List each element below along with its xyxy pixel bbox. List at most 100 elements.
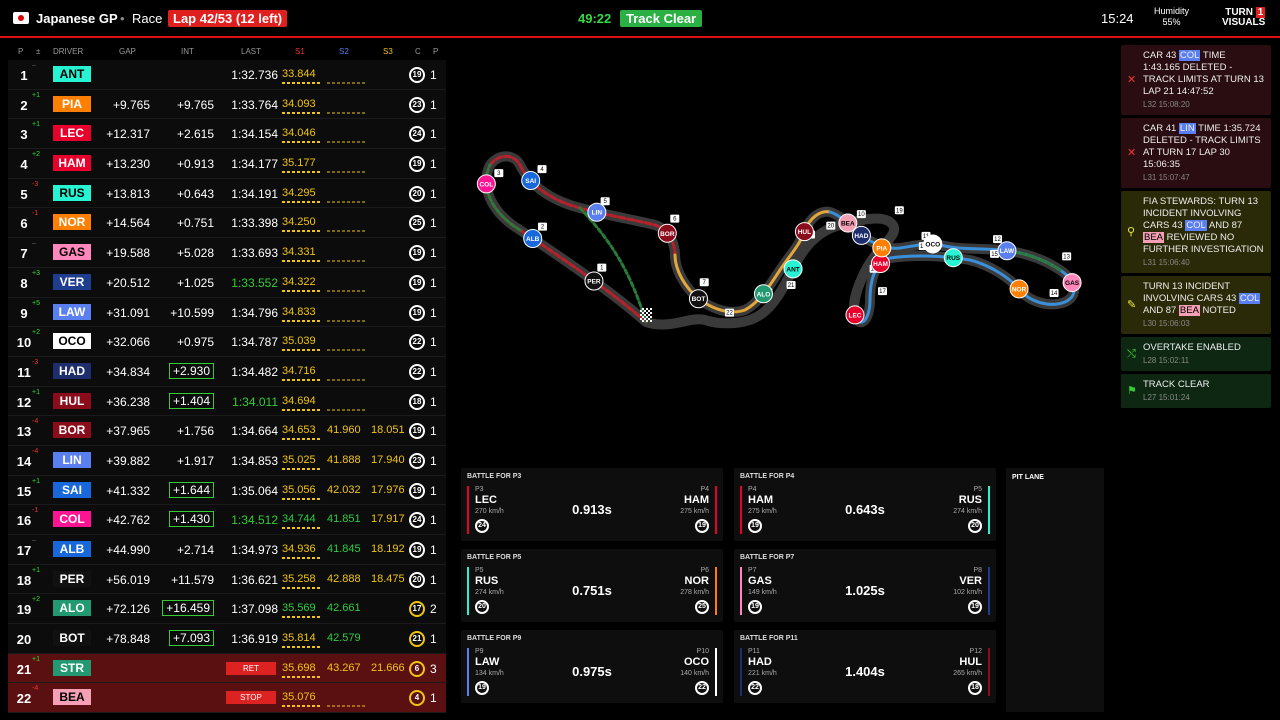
message-timestamp: L32 15:08:20 — [1143, 100, 1190, 109]
battle-gap: 0.975s — [572, 664, 612, 679]
tyre-compound-icon: 19 — [409, 274, 425, 291]
table-row[interactable]: 22 -4 BEA STOP 35.076 4 1 — [8, 683, 446, 714]
race-control-message: ⚲ FIA STEWARDS: TURN 13 INCIDENT INVOLVIN… — [1121, 191, 1271, 273]
turn-marker: 1 — [597, 263, 607, 272]
turn-number: 5 — [603, 199, 607, 205]
car-marker[interactable]: COL — [476, 174, 496, 194]
car-code: NOR — [1012, 286, 1027, 293]
position: 10 — [16, 335, 32, 351]
sector-1: 35.814 — [282, 632, 316, 645]
last-lap: 1:34.796 — [231, 305, 278, 320]
sector-2-minisectors — [327, 230, 365, 233]
interval: +1.430 — [168, 511, 214, 528]
table-row[interactable]: 11 -3 HAD +34.834 +2.930 1:34.482 34.716 22 1 — [8, 356, 446, 387]
table-row[interactable]: 16 -1 COL +42.762 +1.430 1:34.512 34.744 41.851… — [8, 505, 446, 535]
turn-marker: 13 — [1062, 252, 1072, 261]
chaser-speed: 278 km/h — [680, 589, 709, 596]
sector-1: 34.936 — [282, 543, 316, 555]
car-marker[interactable]: GAS — [1062, 273, 1082, 293]
driver-rows: 1– ANT 1:32.736 33.844 19 1 2 +1 PIA +9.765 +9.765… — [8, 60, 446, 714]
table-row[interactable]: 10 +2 OCO +32.066 +0.975 1:34.787 35.039 22 1 — [8, 327, 446, 357]
chaser-driver: RUS — [958, 494, 982, 506]
table-row[interactable]: 5 -3 RUS +13.813 +0.643 1:34.191 34.295 20 1 — [8, 178, 446, 209]
leader-driver: LAW — [475, 656, 500, 668]
pit-stops: 1 — [430, 275, 437, 290]
battle-gap: 1.025s — [845, 583, 885, 598]
turn-number: 4 — [540, 167, 544, 173]
table-row[interactable]: 6 -1 NOR +14.564 +0.751 1:33.398 34.250 25 1 — [8, 208, 446, 239]
logo-number: 1 — [1255, 7, 1266, 18]
position-change: +5 — [32, 299, 40, 307]
car-marker[interactable]: SAI — [521, 171, 541, 191]
chaser-tyre-icon: 19 — [968, 600, 982, 614]
car-marker[interactable]: BEA — [838, 213, 858, 233]
position: 2 — [20, 97, 28, 113]
car-marker[interactable]: LAW — [997, 241, 1017, 261]
interval: +5.028 — [176, 246, 214, 261]
car-marker[interactable]: ANT — [783, 259, 803, 279]
table-row[interactable]: 9 +5 LAW +31.091 +10.599 1:34.796 34.833 19 1 — [8, 297, 446, 328]
battle-gap: 0.643s — [845, 502, 885, 517]
table-row[interactable]: 20 BOT +78.848 +7.093 1:36.919 35.814 42.579 21… — [8, 624, 446, 654]
car-marker[interactable]: LIN — [587, 202, 607, 222]
status-badge: STOP — [226, 691, 276, 705]
car-marker[interactable]: NOR — [1009, 279, 1029, 299]
turn-marker: 14 — [1049, 288, 1059, 297]
table-row[interactable]: 13 -4 BOR +37.965 +1.756 1:34.664 34.653 41.960… — [8, 416, 446, 446]
table-row[interactable]: 21 +1 STR RET 35.698 43.267 21.666 6 3 — [8, 653, 446, 684]
sector-2-minisectors — [327, 408, 365, 411]
car-code: GAS — [1065, 280, 1080, 287]
car-marker[interactable]: LEC — [845, 305, 865, 325]
car-code: LIN — [592, 210, 603, 217]
table-row[interactable]: 4 +2 HAM +13.230 +0.913 1:34.177 35.177 19 1 — [8, 149, 446, 179]
table-row[interactable]: 3 +1 LEC +12.317 +2.615 1:34.154 34.046 24 1 — [8, 119, 446, 150]
car-marker[interactable]: PER — [584, 271, 604, 291]
position-change: -4 — [32, 447, 39, 455]
table-row[interactable]: 2 +1 PIA +9.765 +9.765 1:33.764 34.093 23 1 — [8, 89, 446, 120]
table-row[interactable]: 7– GAS +19.588 +5.028 1:33.693 34.331 19 1 — [8, 238, 446, 268]
highlighted-driver: BEA — [1143, 232, 1165, 243]
car-marker[interactable]: OCO — [923, 234, 943, 254]
table-row[interactable]: 14 -4 LIN +39.882 +1.917 1:34.853 35.025 41.888… — [8, 445, 446, 476]
car-marker[interactable]: BOR — [657, 223, 677, 243]
table-row[interactable]: 19 +2 ALO +72.126 +16.459 1:37.098 35.569 42.66… — [8, 594, 446, 625]
chaser-tyre-icon: 18 — [968, 681, 982, 695]
status-badge: RET — [226, 661, 276, 675]
table-row[interactable]: 8 +3 VER +20.512 +1.025 1:33.552 34.322 19 1 — [8, 267, 446, 298]
car-marker[interactable]: HUL — [794, 222, 814, 242]
car-marker[interactable]: RUS — [943, 248, 963, 268]
table-row[interactable]: 12 +1 HUL +36.238 +1.404 1:34.011 34.694 18 1 — [8, 386, 446, 417]
sector-1: 34.653 — [282, 424, 316, 437]
interval: +11.579 — [171, 572, 214, 587]
sector-1-minisectors — [282, 349, 322, 352]
tyre-compound-icon: 6 — [409, 660, 425, 677]
chaser-speed: 265 km/h — [953, 670, 982, 677]
table-row[interactable]: 15 +1 SAI +41.332 +1.644 1:35.064 35.056 42.032… — [8, 475, 446, 506]
last-lap: 1:34.853 — [231, 453, 278, 468]
sector-1: 34.295 — [282, 186, 316, 199]
car-marker[interactable]: HAD — [851, 225, 871, 245]
driver-code: OCO — [53, 333, 91, 350]
sector-1-minisectors — [282, 111, 322, 114]
position: 12 — [16, 394, 32, 410]
car-marker[interactable]: PIA — [872, 238, 892, 258]
gap-to-leader: +72.126 — [106, 602, 150, 617]
table-row[interactable]: 1– ANT 1:32.736 33.844 19 1 — [8, 60, 446, 90]
leader-position: P9 — [475, 648, 484, 655]
race-control-message: ⚑ TRACK CLEAR L27 15:01:24 — [1121, 374, 1271, 408]
turn-number: 17 — [879, 289, 886, 295]
start-finish-flag-icon — [640, 308, 652, 322]
table-row[interactable]: 18 +1 PER +56.019 +11.579 1:36.621 35.258 42.88… — [8, 564, 446, 595]
table-row[interactable]: 17– ALB +44.990 +2.714 1:34.973 34.936 41.845 1… — [8, 535, 446, 565]
header-driver: DRIVER — [53, 47, 84, 56]
track-outline — [481, 151, 1079, 330]
car-marker[interactable]: BOT — [688, 289, 708, 309]
pit-stops: 1 — [430, 483, 437, 498]
car-marker[interactable]: ALB — [523, 228, 543, 248]
car-marker[interactable]: ALO — [753, 284, 773, 304]
sector-2: 41.851 — [327, 513, 361, 526]
driver-code: COL — [53, 511, 91, 528]
header-pits: P — [433, 47, 439, 56]
leader-driver: GAS — [748, 575, 772, 587]
leader-tyre-icon: 20 — [475, 600, 489, 614]
